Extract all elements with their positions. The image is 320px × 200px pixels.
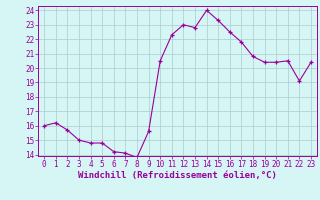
X-axis label: Windchill (Refroidissement éolien,°C): Windchill (Refroidissement éolien,°C)	[78, 171, 277, 180]
